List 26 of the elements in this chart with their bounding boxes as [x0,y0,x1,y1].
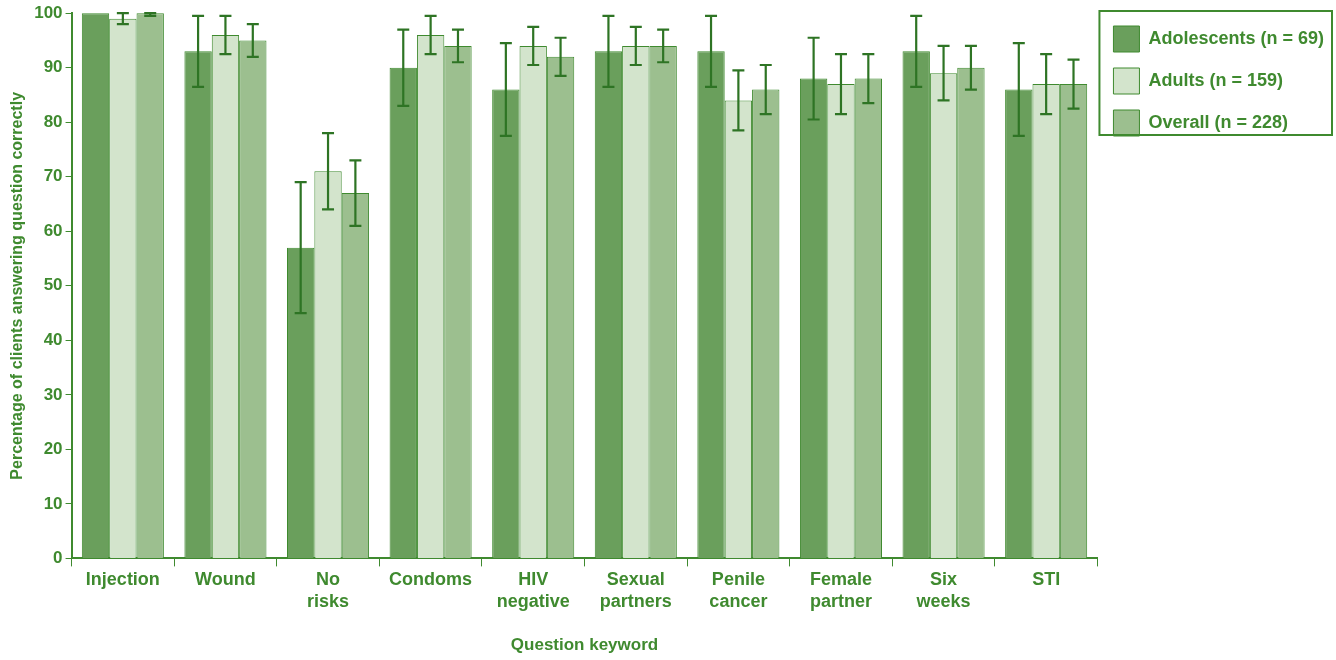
x-tick-label: Female partner [809,569,872,611]
y-tick-label: 20 [43,439,63,459]
y-tick-label: 80 [43,111,63,131]
x-tick-label: HIV negative [496,569,570,611]
legend-label: Adolescents (n = 69) [1148,27,1325,48]
legend-label: Overall (n = 228) [1148,111,1289,132]
x-tick-label: STI [1032,569,1061,590]
y-tick-label: 30 [43,384,63,404]
x-tick-label: No risks [307,569,350,611]
y-tick-label: 10 [43,493,63,513]
x-tick-label: Condoms [389,569,473,590]
x-tick-label: Sexual partners [599,569,672,611]
y-tick-label: 50 [43,275,63,295]
x-tick-label: Penile cancer [709,569,768,611]
x-axis-title: Question keyword [510,635,659,655]
y-tick-label: 100 [34,2,63,22]
legend-label: Adults (n = 159) [1148,69,1283,90]
x-tick-label: Wound [195,569,256,590]
x-tick-label: Six weeks [915,569,971,611]
y-tick-label: 0 [53,548,63,568]
y-tick-label: 40 [43,330,63,350]
x-tick-label: Injection [85,569,160,590]
y-tick-label: 60 [43,220,63,240]
y-axis-title: Percentage of clients answering question correctly [8,91,26,480]
y-tick-label: 70 [43,166,63,186]
y-tick-label: 90 [43,57,63,77]
